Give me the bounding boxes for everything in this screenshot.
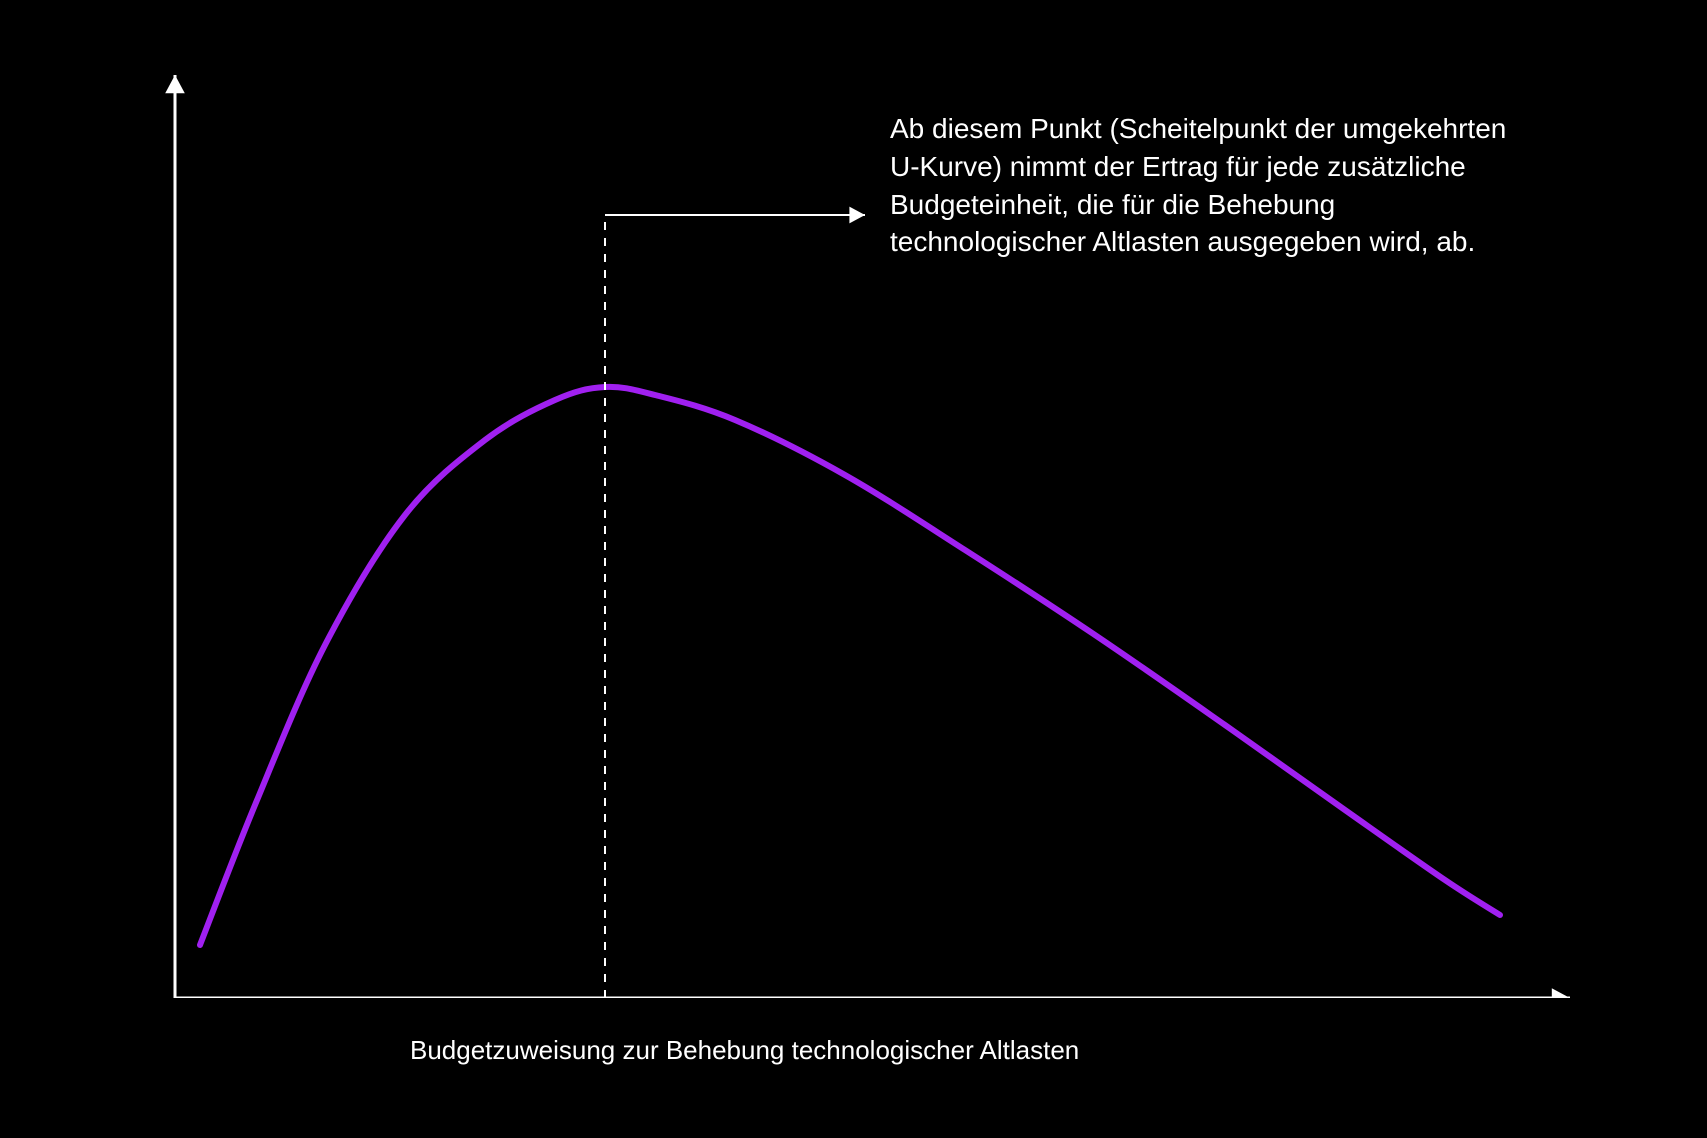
peak-annotation-text: Ab diesem Punkt (Scheitelpunkt der umgek… [890, 110, 1530, 261]
return-curve [200, 387, 1500, 945]
x-axis [175, 988, 1570, 998]
y-axis [165, 75, 185, 998]
x-axis-label: Budgetzuweisung zur Behebung technologis… [410, 1035, 1079, 1066]
peak-arrow [605, 207, 865, 224]
